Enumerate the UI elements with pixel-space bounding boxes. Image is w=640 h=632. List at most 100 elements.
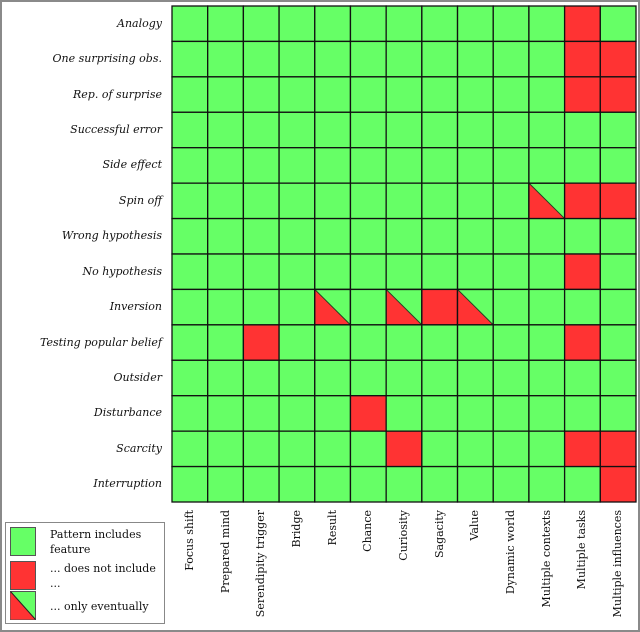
cell-3-9	[492, 111, 530, 149]
cell-fill	[563, 217, 601, 255]
cell-7-2	[242, 253, 280, 291]
cell-3-12	[599, 111, 637, 149]
cell-9-5	[349, 324, 387, 361]
cell-11-5	[349, 395, 387, 432]
cell-0-7	[421, 5, 459, 43]
cell-fill	[385, 76, 423, 113]
column-label: Multiple influences	[611, 510, 625, 618]
cell-3-3	[278, 111, 316, 149]
cell-fill	[599, 395, 637, 432]
cell-fill	[349, 111, 387, 149]
cell-4-9	[492, 147, 530, 184]
cell-fill	[456, 40, 494, 78]
row-label: Disturbance	[93, 406, 162, 420]
cell-10-6	[385, 359, 423, 397]
cell-fill	[349, 324, 387, 361]
cell-3-6	[385, 111, 423, 149]
cell-1-12	[599, 40, 637, 78]
cell-1-9	[492, 40, 530, 78]
cell-fill	[242, 217, 280, 255]
cell-fill	[171, 5, 209, 43]
column-label: Value	[468, 510, 482, 541]
cell-fill	[528, 253, 566, 291]
cell-fill	[599, 5, 637, 43]
cell-6-11	[563, 217, 601, 255]
cell-fill	[456, 430, 494, 468]
cell-fill	[207, 217, 245, 255]
cell-5-12	[599, 182, 637, 220]
cell-13-10	[528, 465, 566, 503]
cell-0-3	[278, 5, 316, 43]
cell-0-8	[456, 5, 494, 43]
cell-1-6	[385, 40, 423, 78]
cell-8-10	[528, 288, 566, 326]
cell-fill	[492, 324, 530, 361]
cell-fill	[171, 182, 209, 220]
cell-5-9	[492, 182, 530, 220]
cell-7-8	[456, 253, 494, 291]
cell-3-8	[456, 111, 494, 149]
cell-9-4	[314, 324, 352, 361]
cell-10-4	[314, 359, 352, 397]
cell-10-1	[207, 359, 245, 397]
cell-fill	[492, 147, 530, 184]
cell-fill	[314, 253, 352, 291]
cell-5-0	[171, 182, 209, 220]
cell-11-7	[421, 395, 459, 432]
cell-6-2	[242, 217, 280, 255]
cell-8-6	[385, 288, 423, 326]
cell-fill	[385, 111, 423, 149]
cell-0-2	[242, 5, 280, 43]
cell-7-1	[207, 253, 245, 291]
cell-3-2	[242, 111, 280, 149]
cell-fill	[563, 40, 601, 78]
cell-fill	[207, 76, 245, 113]
cell-2-11	[563, 76, 601, 113]
cell-fill	[456, 111, 494, 149]
cell-fill	[242, 430, 280, 468]
cell-fill	[528, 40, 566, 78]
cell-fill	[563, 5, 601, 43]
cell-fill	[421, 111, 459, 149]
cell-9-0	[171, 324, 209, 361]
cell-2-8	[456, 76, 494, 113]
row-label: No hypothesis	[82, 264, 162, 278]
cell-13-6	[385, 465, 423, 503]
cell-0-5	[349, 5, 387, 43]
cell-2-1	[207, 76, 245, 113]
cell-fill	[278, 359, 316, 397]
cell-fill	[349, 253, 387, 291]
cell-fill	[278, 430, 316, 468]
column-label: Bridge	[289, 510, 303, 548]
cell-12-3	[278, 430, 316, 468]
cell-fill	[314, 40, 352, 78]
cell-fill	[599, 288, 637, 326]
cell-fill	[171, 147, 209, 184]
cell-fill	[349, 5, 387, 43]
cell-6-5	[349, 217, 387, 255]
cell-7-5	[349, 253, 387, 291]
cell-9-6	[385, 324, 423, 361]
cell-10-3	[278, 359, 316, 397]
cell-12-6	[385, 430, 423, 468]
cell-8-11	[563, 288, 601, 326]
cell-fill	[171, 253, 209, 291]
cell-fill	[385, 465, 423, 503]
cell-fill	[385, 430, 423, 468]
column-label: Multiple tasks	[575, 510, 589, 590]
row-label: One surprising obs.	[52, 52, 162, 66]
cell-9-7	[421, 324, 459, 361]
row-label: Analogy	[117, 16, 162, 30]
cell-6-6	[385, 217, 423, 255]
column-label: Chance	[361, 510, 375, 552]
cell-fill	[242, 253, 280, 291]
cell-fill	[207, 288, 245, 326]
cell-fill	[421, 288, 459, 326]
cell-fill	[385, 5, 423, 43]
legend-swatch-green	[10, 527, 36, 556]
cell-11-12	[599, 395, 637, 432]
cell-fill	[314, 76, 352, 113]
cell-fill	[207, 395, 245, 432]
cell-1-11	[563, 40, 601, 78]
cell-6-0	[171, 217, 209, 255]
